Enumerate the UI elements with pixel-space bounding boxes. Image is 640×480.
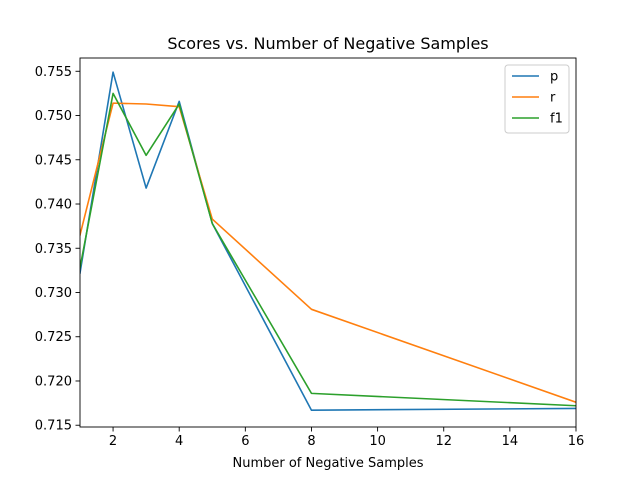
series-lines [80, 71, 576, 411]
x-tick-label: 4 [175, 434, 183, 449]
x-tick-label: 8 [307, 434, 315, 449]
y-tick-label: 0.725 [35, 330, 72, 345]
y-tick-label: 0.735 [35, 242, 72, 257]
y-tick-label: 0.755 [35, 65, 72, 80]
x-tick-label: 14 [502, 434, 519, 449]
legend-box [504, 64, 570, 134]
series-line-p [80, 71, 576, 411]
y-tick-label: 0.715 [35, 419, 72, 434]
x-tick-label: 10 [369, 434, 386, 449]
plot-frame [79, 57, 577, 428]
y-tick-label: 0.720 [35, 374, 72, 389]
x-tick-label: 6 [241, 434, 249, 449]
legend-label-f1: f1 [550, 112, 563, 127]
chart-title: Scores vs. Number of Negative Samples [167, 34, 488, 53]
plot-background [80, 58, 576, 427]
x-axis-label: Number of Negative Samples [232, 456, 423, 471]
y-tick-label: 0.730 [35, 286, 72, 301]
plot-area: 2 4 6 8 10 12 14 16 0.715 0.720 0.725 0.730 0.735 0.7… [35, 57, 585, 449]
x-tick-label: 12 [435, 434, 452, 449]
x-tick-label: 2 [109, 434, 117, 449]
legend-label-p: p [550, 70, 558, 85]
y-tick-label: 0.740 [35, 198, 72, 213]
y-tick-label: 0.750 [35, 109, 72, 124]
legend-label-r: r [550, 91, 556, 106]
y-tick-label: 0.745 [35, 153, 72, 168]
series-line-f1 [80, 92, 576, 407]
x-tick-label: 16 [568, 434, 585, 449]
legend: pr f1 [504, 64, 570, 134]
